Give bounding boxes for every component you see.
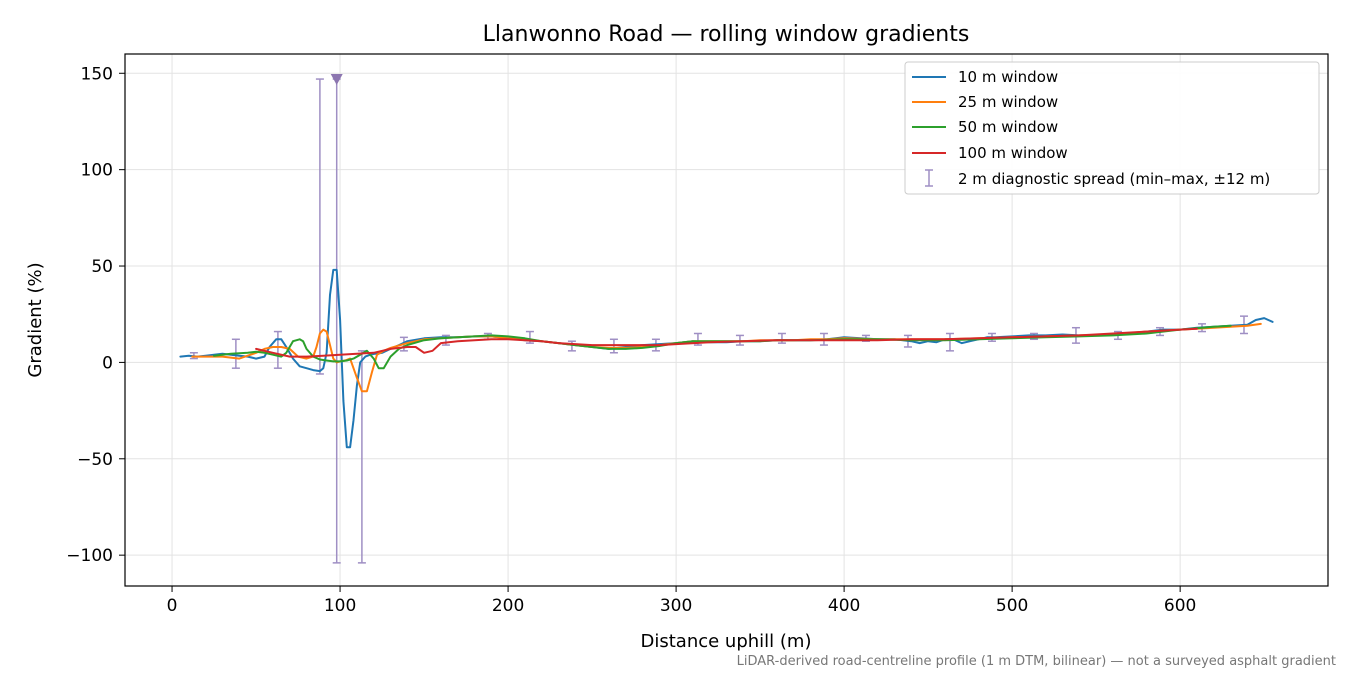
diagnostic-clip-marker [330, 74, 343, 86]
legend-label-100m: 100 m window [958, 144, 1068, 162]
legend-label-50m: 50 m window [958, 118, 1058, 136]
y-tick-label: −50 [77, 450, 113, 470]
legend-label-diagnostic: 2 m diagnostic spread (min–max, ±12 m) [958, 170, 1270, 188]
legend: 10 m window 25 m window 50 m window 100 … [904, 61, 1320, 195]
series-line-100m [255, 327, 1198, 358]
tick-layer: 0 100 200 300 400 500 600 −100 −50 0 50 100 150 [66, 64, 1196, 616]
diagnostic-errorbar [567, 340, 576, 352]
legend-box [904, 61, 1320, 195]
diagnostic-errorbar [777, 332, 786, 344]
y-tick-label: −100 [66, 546, 113, 566]
y-tick-label: 100 [81, 161, 113, 181]
diagnostic-errorbar [315, 78, 324, 375]
footnote: LiDAR-derived road-centreline profile (1… [737, 654, 1336, 669]
y-axis-label: Gradient (%) [25, 262, 46, 377]
x-tick-label: 300 [660, 596, 692, 616]
diagnostic-errorbar [357, 350, 366, 564]
legend-swatch-diagnostic [925, 169, 933, 187]
x-tick-label: 200 [492, 596, 524, 616]
series-layer [179, 268, 1274, 449]
x-tick-label: 500 [996, 596, 1028, 616]
chart-title: Llanwonno Road — rolling window gradient… [483, 22, 970, 47]
legend-label-25m: 25 m window [958, 93, 1058, 111]
y-tick-label: 150 [81, 64, 113, 84]
x-tick-label: 0 [167, 596, 178, 616]
diagnostic-errorbar [273, 330, 282, 369]
y-tick-label: 0 [102, 353, 113, 373]
diagnostic-errorbar [945, 332, 954, 352]
x-axis-label: Distance uphill (m) [641, 631, 812, 652]
grid-layer [125, 54, 1328, 586]
y-tick-label: 50 [91, 257, 113, 277]
x-tick-label: 400 [828, 596, 860, 616]
legend-label-10m: 10 m window [958, 68, 1058, 86]
plot-frame [124, 53, 1329, 587]
x-tick-label: 600 [1164, 596, 1196, 616]
x-tick-label: 100 [324, 596, 356, 616]
